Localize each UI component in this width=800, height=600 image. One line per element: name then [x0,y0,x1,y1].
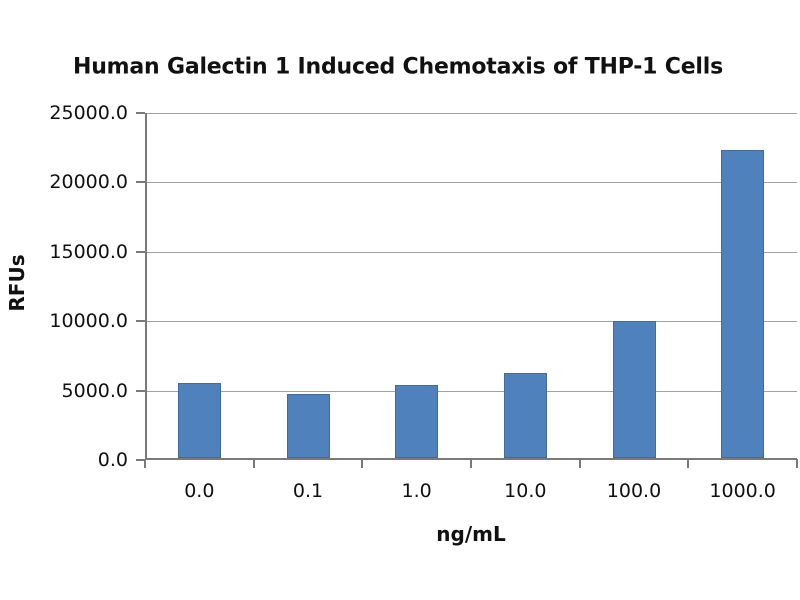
x-tick-mark-0 [144,459,146,468]
bar-1000.0-ng-ml [721,149,765,458]
x-axis-title: ng/mL [436,522,506,546]
y-tick-mark-0 [136,459,145,461]
gridline-5000 [147,390,797,392]
gridline-10000 [147,321,797,323]
y-tick-mark-20000 [136,181,145,184]
gridline-25000 [147,113,797,114]
x-tick-mark-3 [470,459,472,468]
y-tick-mark-5000 [136,389,145,392]
y-tick-label-0.0: 0.0 [97,449,128,471]
y-tick-label-10000.0: 10000.0 [49,310,128,333]
y-tick-mark-15000 [136,250,145,253]
gridline-15000 [147,251,797,253]
bar-100.0-ng-ml [612,321,656,458]
y-tick-label-15000.0: 15000.0 [49,240,128,263]
x-tick-label-100.0: 100.0 [606,480,662,502]
x-tick-mark-5 [687,459,690,468]
x-tick-mark-1 [252,459,255,468]
y-tick-mark-25000 [136,112,145,114]
bar-0.0-ng-ml [177,383,221,458]
x-tick-label-0.0: 0.0 [184,480,215,502]
x-tick-mark-2 [361,459,364,468]
x-tick-label-0.1: 0.1 [292,480,324,502]
gridline-20000 [147,182,797,184]
x-tick-label-1000.0: 1000.0 [709,480,776,502]
y-tick-label-5000.0: 5000.0 [61,379,128,402]
x-tick-mark-6 [796,459,798,468]
chart-title: Human Galectin 1 Induced Chemotaxis of T… [72,54,724,80]
x-tick-label-10.0: 10.0 [504,480,547,502]
y-tick-mark-10000 [136,320,145,323]
bar-10.0-ng-ml [503,373,547,458]
y-tick-label-25000.0: 25000.0 [49,102,128,124]
plot-area [145,113,797,460]
x-tick-label-1.0: 1.0 [401,480,432,502]
x-tick-mark-4 [578,459,581,468]
y-tick-label-20000.0: 20000.0 [49,171,128,194]
bar-1.0-ng-ml [395,385,439,458]
bar-0.1-ng-ml [286,394,330,458]
